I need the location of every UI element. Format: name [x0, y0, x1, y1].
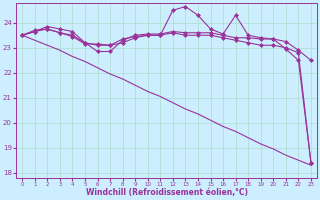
X-axis label: Windchill (Refroidissement éolien,°C): Windchill (Refroidissement éolien,°C) — [85, 188, 248, 197]
